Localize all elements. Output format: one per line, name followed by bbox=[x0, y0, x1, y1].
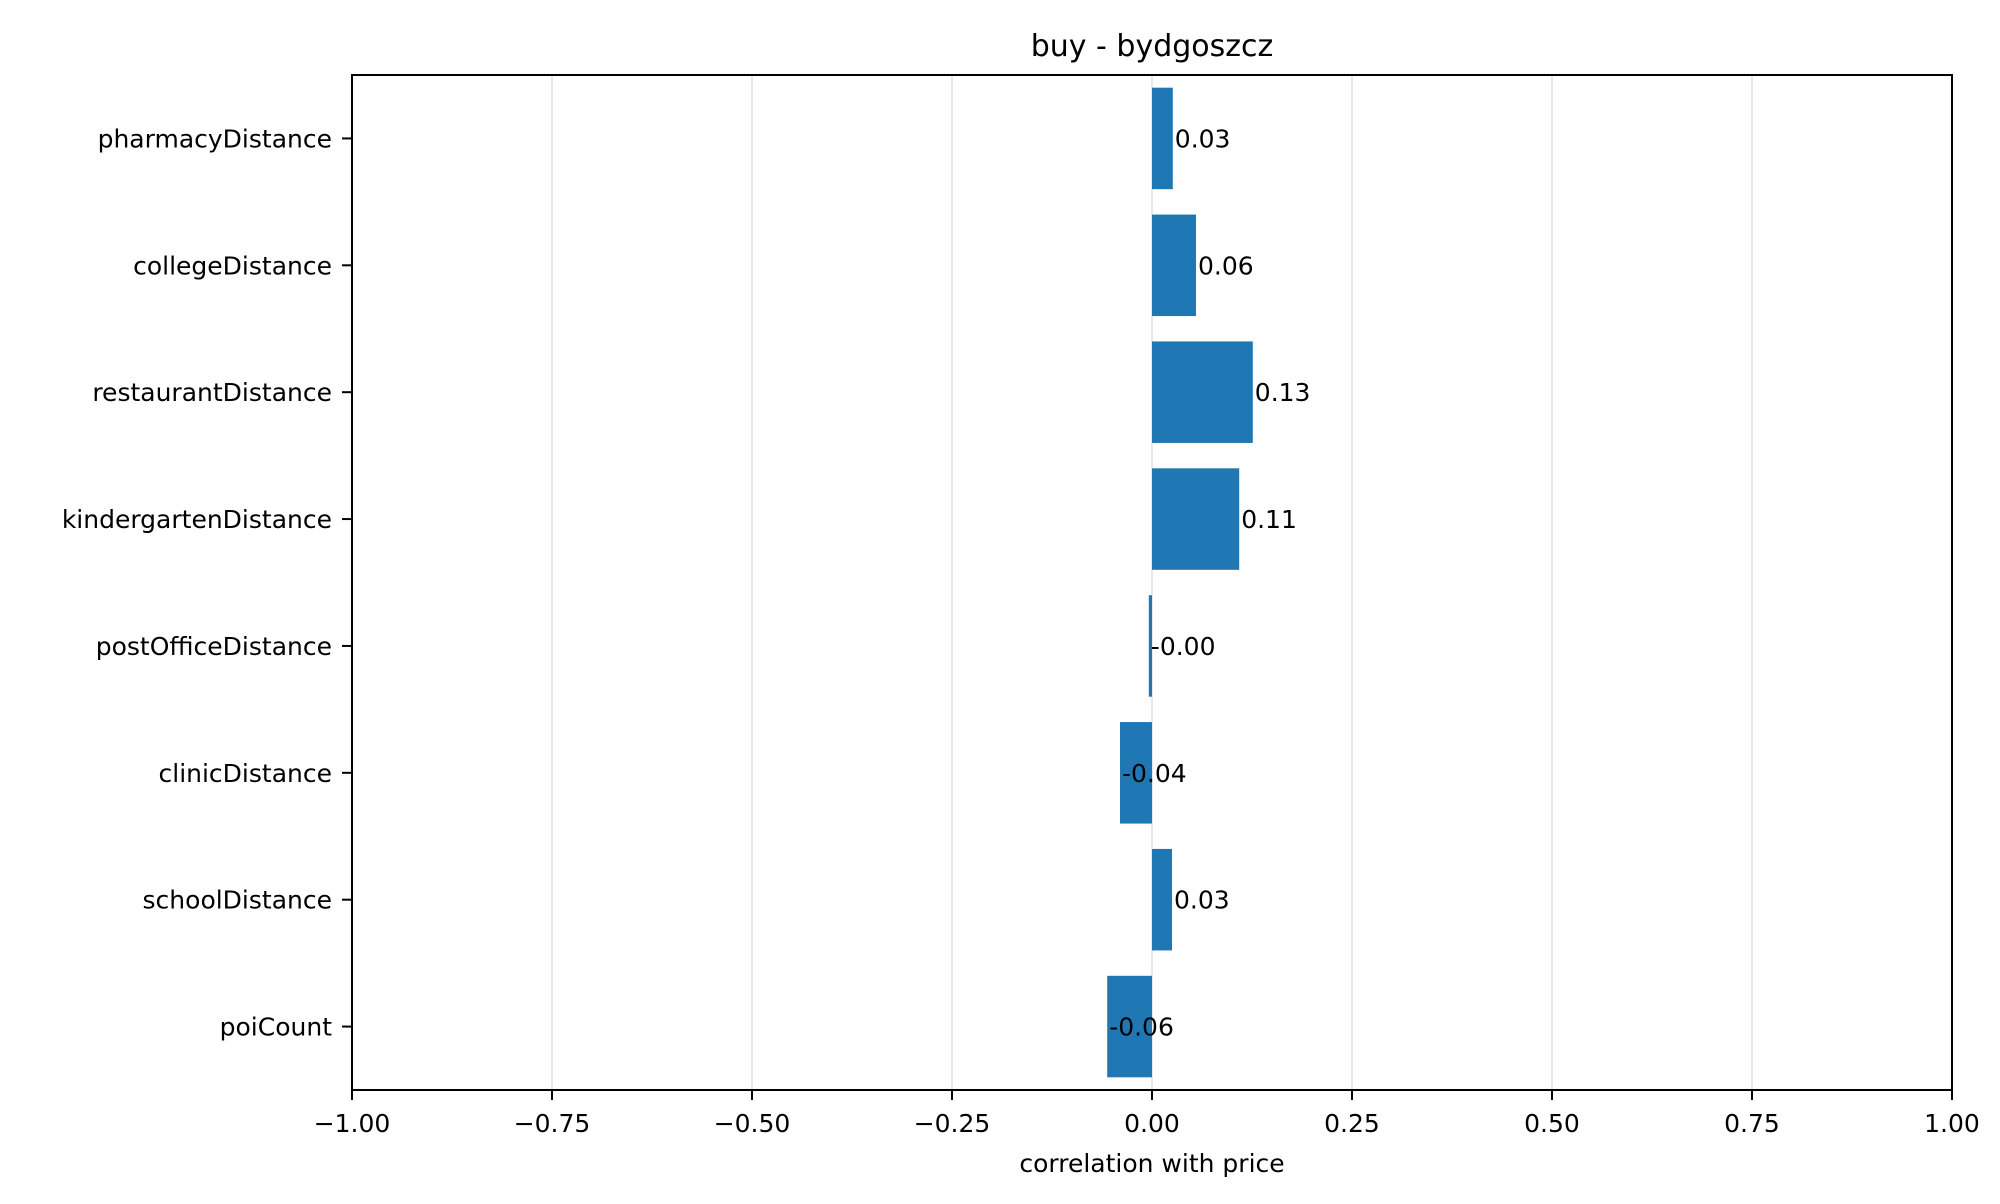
bar-poiCount bbox=[1107, 975, 1152, 1078]
bar-schoolDistance bbox=[1152, 848, 1172, 951]
data-label-restaurantDistance: 0.13 bbox=[1255, 378, 1311, 407]
data-label-kindergartenDistance: 0.11 bbox=[1241, 505, 1297, 534]
x-axis-label: correlation with price bbox=[1019, 1149, 1284, 1178]
bar-clinicDistance bbox=[1120, 722, 1152, 824]
bar-postOfficeDistance bbox=[1148, 595, 1152, 697]
data-label-collegeDistance: 0.06 bbox=[1198, 251, 1254, 280]
y-tick-label-kindergartenDistance: kindergartenDistance bbox=[62, 505, 332, 534]
x-tick-label: −0.75 bbox=[514, 1109, 591, 1138]
y-tick-label-collegeDistance: collegeDistance bbox=[133, 251, 332, 280]
data-label-poiCount: -0.06 bbox=[1109, 1013, 1174, 1042]
bar-kindergartenDistance bbox=[1152, 468, 1240, 570]
data-label-postOfficeDistance: -0.00 bbox=[1151, 632, 1216, 661]
y-axis: pharmacyDistance collegeDistance restauran… bbox=[62, 124, 352, 1042]
x-tick-label: 0.75 bbox=[1724, 1109, 1780, 1138]
y-tick-label-schoolDistance: schoolDistance bbox=[143, 886, 332, 915]
bar-restaurantDistance bbox=[1152, 341, 1253, 443]
x-tick-label: 0.00 bbox=[1124, 1109, 1180, 1138]
x-tick-label: −0.25 bbox=[914, 1109, 991, 1138]
y-tick-label-poiCount: poiCount bbox=[220, 1013, 333, 1042]
data-label-clinicDistance: -0.04 bbox=[1122, 759, 1187, 788]
y-tick-label-pharmacyDistance: pharmacyDistance bbox=[98, 124, 332, 153]
x-tick-label: 0.25 bbox=[1324, 1109, 1380, 1138]
bar-collegeDistance bbox=[1152, 214, 1196, 317]
data-label-layer: 0.03 0.06 0.13 0.11 -0.00 -0.04 0.03 -0.06 bbox=[1109, 124, 1310, 1041]
x-tick-label: −1.00 bbox=[314, 1109, 391, 1138]
x-tick-label: 0.50 bbox=[1524, 1109, 1580, 1138]
y-tick-label-restaurantDistance: restaurantDistance bbox=[92, 378, 332, 407]
data-label-schoolDistance: 0.03 bbox=[1174, 886, 1230, 915]
x-tick-label: 1.00 bbox=[1924, 1109, 1980, 1138]
bar-pharmacyDistance bbox=[1152, 87, 1173, 190]
y-tick-label-postOfficeDistance: postOfficeDistance bbox=[96, 632, 332, 661]
x-tick-label: −0.50 bbox=[714, 1109, 791, 1138]
x-axis: −1.00 −0.75 −0.50 −0.25 0.00 0.25 0.50 0.75 1.00 bbox=[314, 1090, 1980, 1138]
bar-layer bbox=[1107, 87, 1253, 1078]
chart-title: buy - bydgoszcz bbox=[1031, 29, 1274, 64]
data-label-pharmacyDistance: 0.03 bbox=[1175, 124, 1231, 153]
y-tick-label-clinicDistance: clinicDistance bbox=[159, 759, 333, 788]
